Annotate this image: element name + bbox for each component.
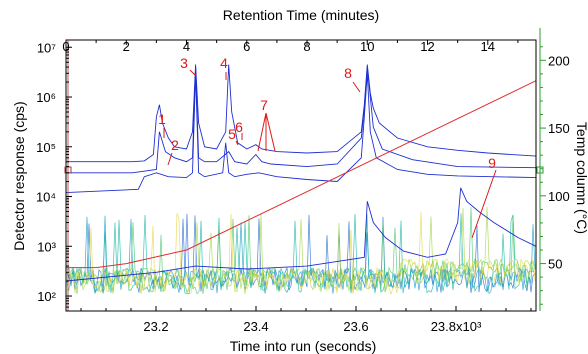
x-top-tick-label: 8 (303, 39, 310, 54)
peak-label: 2 (171, 137, 179, 153)
x-top-tick-label: 14 (481, 39, 495, 54)
y-right-tick-label: 100 (548, 189, 570, 204)
series-traces (65, 64, 537, 282)
x-top-tick-label: 12 (420, 39, 434, 54)
x-top-tick-label: 4 (183, 39, 190, 54)
peak-label: 8 (344, 65, 352, 81)
temperature-line (66, 80, 537, 269)
y-left-tick-label: 10³ (37, 239, 56, 254)
y-right-tick-label: 150 (548, 121, 570, 136)
y-left-tick-label: 10⁵ (36, 140, 56, 155)
peak-leader-line (352, 81, 361, 93)
peak-label: 6 (235, 119, 243, 135)
axes (64, 28, 546, 312)
peak-label: 5 (228, 126, 236, 142)
y-right-axis-label: Temp column (°C) (574, 122, 588, 234)
y-left-tick-label: 10² (37, 289, 56, 304)
detector-trace (65, 73, 537, 194)
noise-trace (66, 213, 536, 295)
detector-trace (66, 67, 537, 174)
x-bottom-axis-label: Time into run (seconds) (230, 338, 377, 354)
plot-frame (65, 39, 537, 312)
peak-leader-line (167, 152, 173, 166)
y-right-tick-label: 200 (548, 53, 570, 68)
peak-label: 3 (180, 55, 188, 71)
peak-leader-line (189, 69, 197, 77)
peak-label: 4 (220, 55, 228, 71)
x-top-axis-label: Retention Time (minutes) (223, 7, 379, 23)
x-bottom-tick-label: 23.2 (143, 319, 168, 334)
peak-label: 1 (158, 111, 166, 127)
peak-label: 7 (260, 97, 268, 113)
x-top-tick-label: 10 (360, 39, 374, 54)
y-left-axis-label: Detector response (cps) (11, 101, 27, 250)
y-left-tick-label: 10⁷ (37, 40, 56, 55)
peak-leader-line (265, 112, 276, 152)
peak-leader-line (235, 140, 239, 146)
peak-label: 9 (488, 155, 496, 171)
x-top-tick-label: 0 (62, 39, 69, 54)
detector-trace (66, 64, 537, 163)
y-left-tick-label: 10⁶ (36, 90, 56, 105)
x-top-tick-label: 6 (243, 39, 250, 54)
x-bottom-tick-label: 23.4 (243, 319, 268, 334)
x-top-tick-label: 2 (123, 39, 130, 54)
noise-trace (67, 206, 536, 294)
x-bottom-tick-label: 23.8x10³ (431, 319, 482, 334)
noise-trace (66, 212, 536, 295)
y-left-tick-label: 10⁴ (36, 190, 56, 205)
peak-leader-line (471, 169, 497, 239)
right-axis-marker (536, 166, 544, 174)
noise-traces (66, 206, 536, 295)
x-bottom-tick-label: 23.6 (343, 319, 368, 334)
peak-leader-line (257, 112, 267, 152)
y-right-tick-label: 50 (548, 257, 562, 272)
detector-trace (65, 187, 537, 282)
